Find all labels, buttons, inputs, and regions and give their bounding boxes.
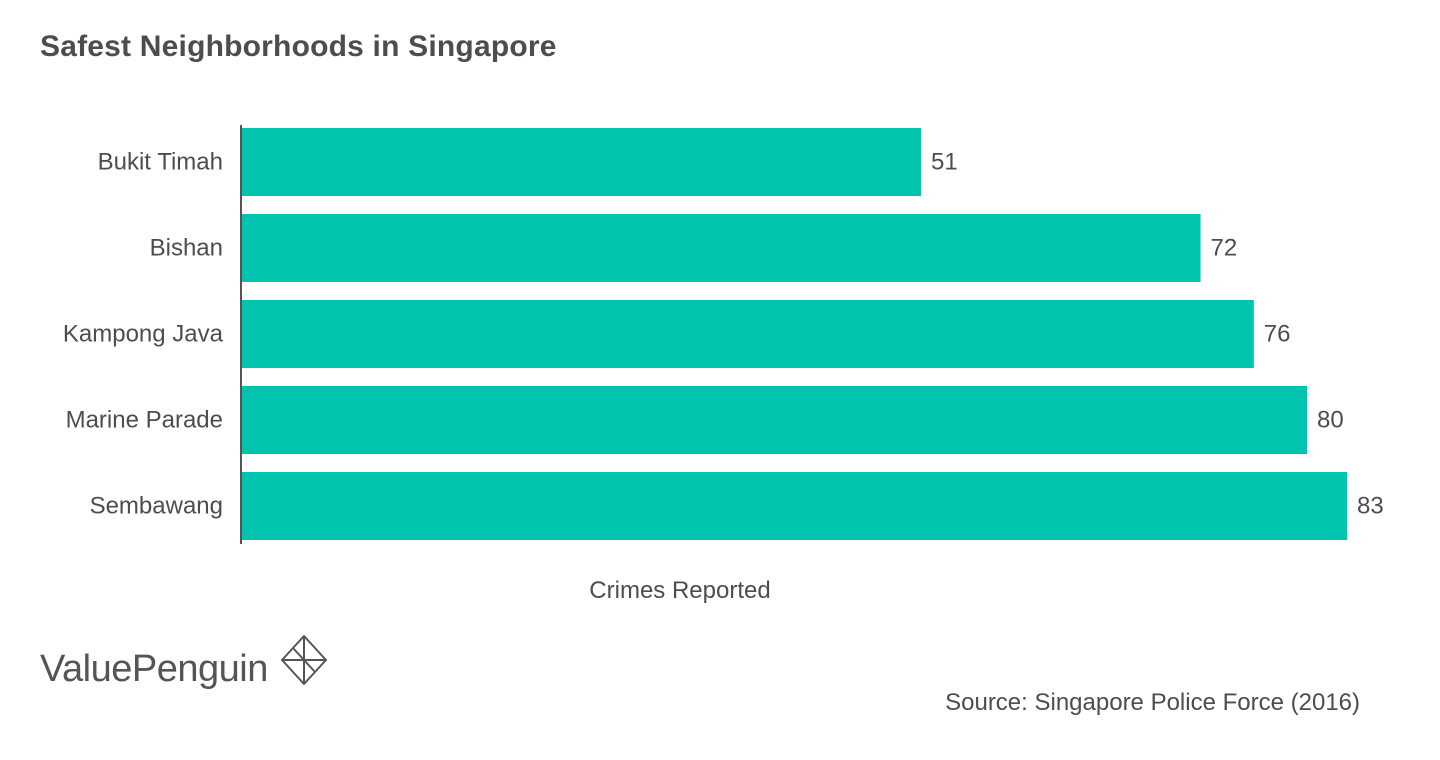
category-label: Sembawang <box>90 493 223 520</box>
data-label: 83 <box>1357 493 1384 520</box>
labels-layer: Bukit Timah 51 Bishan 72 Kampong Java 76 Marin… <box>63 149 1384 520</box>
source-note: Source: Singapore Police Force (2016) <box>945 689 1360 716</box>
logo-text: ValuePenguin <box>40 648 268 690</box>
category-label: Kampong Java <box>63 321 224 348</box>
bar-sembawang <box>242 472 1347 540</box>
data-label: 51 <box>931 149 958 176</box>
chart-title: Safest Neighborhoods in Singapore <box>40 30 557 63</box>
category-label: Bukit Timah <box>98 149 223 176</box>
category-label: Bishan <box>150 235 223 262</box>
bar-bukit-timah <box>242 128 921 196</box>
category-label: Marine Parade <box>66 407 223 434</box>
bar-kampong-java <box>242 300 1254 368</box>
data-label: 80 <box>1317 407 1344 434</box>
bar-marine-parade <box>242 386 1308 454</box>
valuepenguin-logo: ValuePenguin <box>40 635 328 691</box>
valuepenguin-diamond-icon <box>280 634 328 691</box>
x-axis-title: Crimes Reported <box>589 577 771 604</box>
bars-layer <box>242 128 1347 540</box>
data-label: 76 <box>1264 321 1291 348</box>
bar-bishan <box>242 214 1201 282</box>
data-label: 72 <box>1211 235 1238 262</box>
